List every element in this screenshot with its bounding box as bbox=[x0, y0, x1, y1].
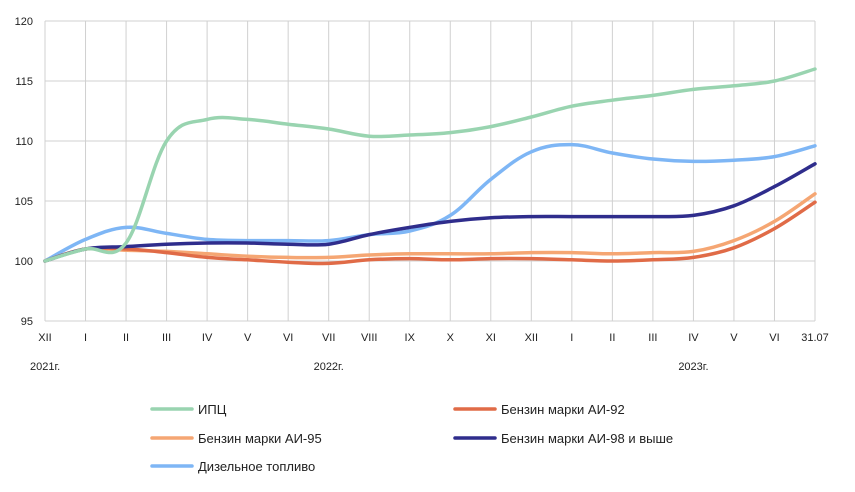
y-tick-label: 110 bbox=[15, 136, 33, 148]
y-tick-label: 95 bbox=[21, 316, 33, 328]
x-tick-label: 31.07 bbox=[801, 332, 829, 344]
x-tick-label: II bbox=[609, 332, 615, 344]
legend-label: Бензин марки АИ-95 bbox=[198, 431, 322, 446]
year-label: 2022г. bbox=[314, 361, 344, 373]
legend: ИПЦ Бензин марки АИ-92 Бензин марки АИ-95 Б… bbox=[150, 402, 673, 474]
series-line-1 bbox=[43, 200, 817, 266]
y-tick-label: 105 bbox=[15, 196, 33, 208]
x-tick-label: V bbox=[244, 332, 252, 344]
x-tick-label: IV bbox=[202, 332, 213, 344]
legend-label: Дизельное топливо bbox=[198, 459, 315, 474]
legend-label: Бензин марки АИ-98 и выше bbox=[501, 431, 673, 446]
y-tick-label: 100 bbox=[15, 256, 33, 268]
x-tick-label: XII bbox=[38, 332, 51, 344]
x-tick-label: XI bbox=[486, 332, 496, 344]
x-tick-label: XII bbox=[525, 332, 538, 344]
legend-label: ИПЦ bbox=[198, 402, 227, 417]
year-label: 2021г. bbox=[30, 361, 60, 373]
grid-layer bbox=[44, 20, 816, 322]
x-tick-label: IX bbox=[405, 332, 416, 344]
series-line-3 bbox=[43, 162, 817, 263]
x-tick-label: II bbox=[123, 332, 129, 344]
x-tick-label: VIII bbox=[361, 332, 378, 344]
x-tick-label: VII bbox=[322, 332, 335, 344]
y-tick-label: 115 bbox=[15, 76, 33, 88]
x-tick-label: VI bbox=[769, 332, 779, 344]
x-tick-label: V bbox=[730, 332, 738, 344]
x-tick-label: I bbox=[570, 332, 573, 344]
series-line-0 bbox=[43, 67, 817, 263]
series-layer bbox=[43, 67, 817, 266]
y-tick-label: 120 bbox=[15, 16, 33, 28]
x-tick-label: III bbox=[648, 332, 657, 344]
x-tick-label: VI bbox=[283, 332, 293, 344]
legend-label: Бензин марки АИ-92 bbox=[501, 402, 625, 417]
x-tick-label: III bbox=[162, 332, 171, 344]
x-tick-label: X bbox=[447, 332, 455, 344]
x-tick-label: IV bbox=[688, 332, 699, 344]
year-label: 2023г. bbox=[678, 361, 708, 373]
x-tick-label: I bbox=[84, 332, 87, 344]
